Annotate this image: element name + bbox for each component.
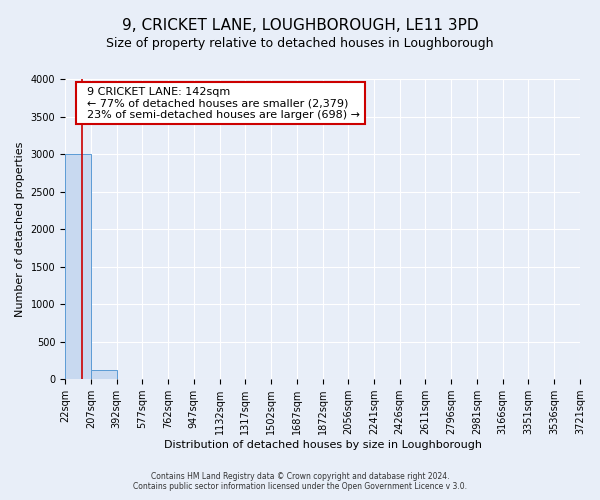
Text: Size of property relative to detached houses in Loughborough: Size of property relative to detached ho… (106, 38, 494, 51)
Text: 9, CRICKET LANE, LOUGHBOROUGH, LE11 3PD: 9, CRICKET LANE, LOUGHBOROUGH, LE11 3PD (122, 18, 478, 32)
Text: Contains public sector information licensed under the Open Government Licence v : Contains public sector information licen… (133, 482, 467, 491)
Text: 9 CRICKET LANE: 142sqm
  ← 77% of detached houses are smaller (2,379)
  23% of s: 9 CRICKET LANE: 142sqm ← 77% of detached… (80, 86, 361, 120)
Y-axis label: Number of detached properties: Number of detached properties (15, 142, 25, 317)
X-axis label: Distribution of detached houses by size in Loughborough: Distribution of detached houses by size … (164, 440, 482, 450)
Bar (91, 370, 116, 379)
Text: Contains HM Land Registry data © Crown copyright and database right 2024.: Contains HM Land Registry data © Crown c… (151, 472, 449, 481)
Bar (65, 154, 91, 379)
